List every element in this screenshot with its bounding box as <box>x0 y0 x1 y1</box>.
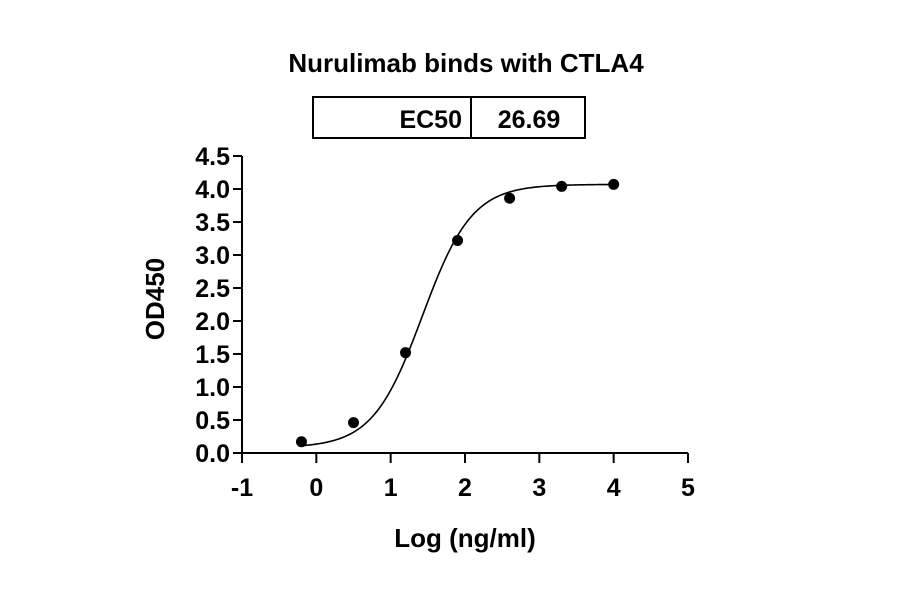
y-axis: 0.0 0.5 1.0 1.5 2.0 2.5 3.0 3.5 4.0 4.5 <box>195 143 243 468</box>
data-point <box>295 436 307 448</box>
y-tick-label: 2.5 <box>195 275 230 303</box>
x-tick-label: 4 <box>607 474 621 502</box>
y-tick-label: 0.0 <box>195 440 230 468</box>
x-tick-label: 0 <box>309 474 323 502</box>
fit-curve <box>301 183 614 447</box>
ec50-header: EC50 <box>399 106 462 134</box>
y-tick-label: 3.5 <box>195 209 230 237</box>
ec50-table: EC50 26.69 <box>312 96 586 139</box>
x-tick-label: 1 <box>384 474 398 502</box>
data-points <box>295 178 620 448</box>
ec50-table-border <box>312 96 586 139</box>
y-tick-label: 4.0 <box>195 176 230 204</box>
y-tick-label: 2.0 <box>195 308 230 336</box>
data-point <box>504 192 516 204</box>
chart-title: Nurulimab binds with CTLA4 <box>288 48 644 78</box>
data-point <box>452 234 464 246</box>
data-point <box>608 178 620 190</box>
y-axis-title: OD450 <box>140 258 170 340</box>
x-tick-label: 5 <box>681 474 695 502</box>
data-point <box>348 417 359 429</box>
x-tick-label: -1 <box>231 474 253 502</box>
y-tick-label: 0.5 <box>195 407 230 435</box>
y-tick-label: 1.5 <box>195 341 230 369</box>
x-tick-label: 2 <box>458 474 472 502</box>
x-axis-title: Log (ng/ml) <box>394 523 536 553</box>
y-tick-label: 4.5 <box>195 143 230 171</box>
x-tick-label: 3 <box>532 474 546 502</box>
data-point <box>400 347 412 359</box>
y-tick-label: 3.0 <box>195 242 230 270</box>
data-point <box>556 180 568 192</box>
ec50-value: 26.69 <box>498 106 561 134</box>
y-tick-label: 1.0 <box>195 374 230 402</box>
x-axis: -1 0 1 2 3 4 5 <box>231 452 695 502</box>
